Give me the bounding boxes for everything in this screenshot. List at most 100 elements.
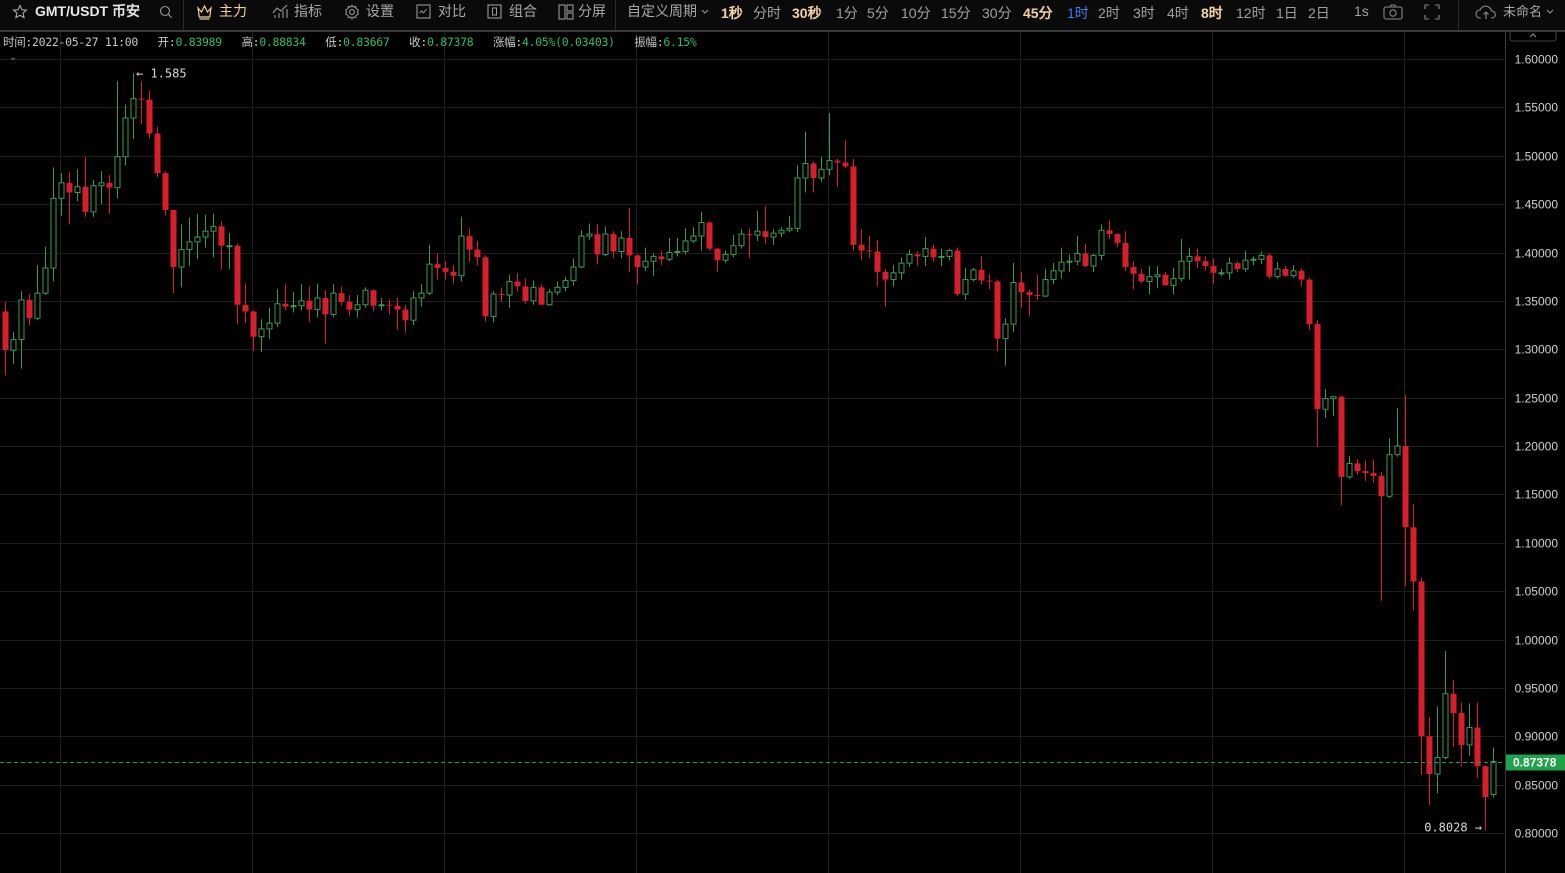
interval-12[interactable]: 4时: [1167, 5, 1189, 21]
candle-body-down: [1338, 396, 1345, 477]
candle-body-down: [1378, 475, 1385, 497]
search-button[interactable]: [159, 0, 173, 30]
interval-10[interactable]: 2时: [1098, 5, 1120, 21]
candle-body-down: [1114, 234, 1121, 243]
candle-body-up: [890, 272, 897, 281]
candle-body-down: [338, 293, 345, 302]
candle-body-down: [986, 280, 993, 282]
candle-body-up: [602, 233, 609, 255]
main-indicator-button[interactable]: 主力: [196, 0, 247, 30]
compare-button[interactable]: 对比: [416, 0, 466, 30]
info-low: 低:0.83667: [325, 35, 390, 49]
top-toolbar: GMT/USDT 币安 主力 指标 设置 对比 组合 分屏 自定义周期 1秒 分时…: [0, 0, 1565, 32]
crown-icon: [197, 4, 212, 20]
candle-body-up: [938, 255, 945, 258]
y-tick-label: 1.20000: [1515, 440, 1559, 454]
y-tick-label: 1.40000: [1515, 247, 1559, 261]
candle-body-up: [530, 286, 537, 302]
interval-11[interactable]: 3时: [1133, 5, 1155, 21]
favorite-button[interactable]: [12, 0, 28, 30]
candle-body-down: [1122, 242, 1129, 268]
candle-body-up: [362, 289, 369, 306]
candle-body-down: [474, 249, 481, 258]
collapse-info-icon[interactable]: ⌄: [9, 52, 18, 63]
candle-body-up: [962, 279, 969, 295]
candle-body-down: [1162, 274, 1169, 286]
interval-6[interactable]: 15分: [941, 5, 971, 21]
min-price-annotation: 0.8028 →: [1424, 820, 1482, 834]
chevron-down-icon: [1546, 9, 1554, 14]
candlestick-chart[interactable]: 1.60000 1.55000 1.50000 1.45000 1.40000 1.350…: [0, 32, 1565, 873]
interval-13[interactable]: 8时: [1201, 5, 1223, 21]
interval-7[interactable]: 30分: [982, 5, 1012, 21]
layout-save-dropdown[interactable]: 未命名: [1475, 0, 1554, 30]
candle-body-down: [1418, 581, 1425, 737]
tick-interval-button[interactable]: 1s: [1354, 3, 1369, 19]
candle-body-down: [370, 290, 377, 306]
screenshot-button[interactable]: [1383, 0, 1403, 30]
candle-body-up: [1050, 270, 1057, 281]
candle-body-down: [162, 173, 169, 210]
candle-body-up: [562, 280, 569, 288]
candle-body-down: [434, 264, 441, 268]
interval-9[interactable]: 1时: [1067, 5, 1089, 21]
combine-button[interactable]: 组合: [487, 0, 537, 30]
candle-body-down: [914, 254, 921, 257]
candle-body-up: [458, 235, 465, 277]
star-icon: [12, 3, 28, 19]
candle-body-down: [874, 251, 881, 272]
candle-body-up: [802, 162, 809, 179]
y-tick-label: 1.60000: [1515, 53, 1559, 67]
candle-body-up: [818, 168, 825, 179]
interval-3[interactable]: 1分: [836, 5, 858, 21]
candle-body-down: [610, 234, 617, 252]
interval-1[interactable]: 分时: [753, 5, 781, 21]
candle-body-down: [1210, 266, 1217, 273]
interval-14[interactable]: 12时: [1236, 5, 1266, 21]
candle-body-up: [618, 237, 625, 253]
candle-body-down: [1202, 261, 1209, 267]
candle-body-up: [1010, 281, 1017, 325]
candle-body-down: [1306, 279, 1313, 325]
candle-body-down: [1402, 446, 1409, 528]
candle-body-up: [42, 267, 49, 294]
symbol-title[interactable]: GMT/USDT 币安: [35, 3, 140, 19]
split-screen-button[interactable]: 分屏: [558, 0, 606, 30]
candle-body-down: [1026, 292, 1033, 296]
interval-4[interactable]: 5分: [867, 5, 889, 21]
candle-body-up: [666, 252, 673, 260]
candle-body-up: [674, 251, 681, 254]
candle-body-down: [538, 287, 545, 305]
settings-button[interactable]: 设置: [344, 0, 394, 30]
interval-8[interactable]: 45分: [1023, 5, 1053, 21]
y-tick-label: 1.05000: [1515, 585, 1559, 599]
candle-body-up: [1394, 445, 1401, 456]
interval-5[interactable]: 10分: [901, 5, 931, 21]
candle-body-down: [66, 182, 73, 193]
candle-body-up: [98, 182, 105, 187]
combine-label: 组合: [509, 3, 537, 19]
candle-body-up: [226, 245, 233, 248]
custom-period-dropdown[interactable]: 自定义周期: [627, 0, 709, 30]
interval-2[interactable]: 30秒: [792, 5, 822, 21]
candle-body-down: [1282, 268, 1289, 276]
y-tick-label: 0.80000: [1515, 827, 1559, 841]
y-tick-label: 0.90000: [1515, 730, 1559, 744]
candle-body-up: [506, 281, 513, 296]
interval-16[interactable]: 2日: [1308, 5, 1330, 21]
candle-body-up: [1074, 252, 1081, 262]
candle-body-up: [202, 230, 209, 238]
candle-body-up: [1242, 259, 1249, 270]
fullscreen-button[interactable]: [1424, 0, 1440, 30]
interval-15[interactable]: 1日: [1276, 5, 1298, 21]
ohlc-info-bar: 时间:2022-05-27 11:00 开:0.83989 高:0.88834 …: [3, 34, 710, 50]
interval-0[interactable]: 1秒: [721, 5, 743, 21]
candle-body-up: [1274, 268, 1281, 278]
candle-body-down: [1298, 270, 1305, 280]
candle-body-down: [1354, 463, 1361, 472]
candle-body-down: [522, 286, 529, 301]
info-time: 时间:2022-05-27 11:00: [3, 35, 139, 49]
candle-body-up: [650, 255, 657, 262]
y-tick-label: 0.85000: [1515, 779, 1559, 793]
indicators-button[interactable]: 指标: [272, 0, 322, 30]
